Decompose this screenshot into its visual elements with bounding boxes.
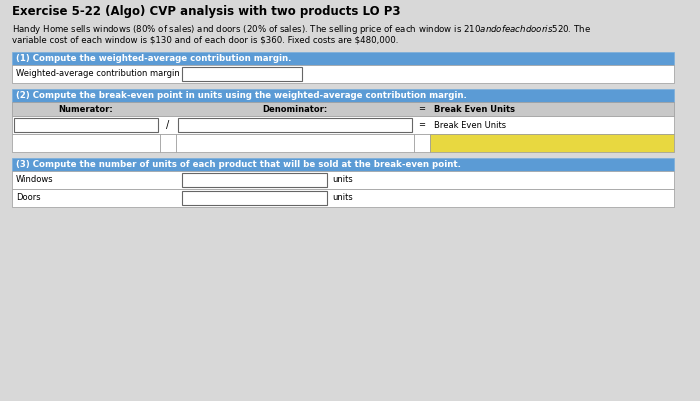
Text: Break Even Units: Break Even Units: [434, 105, 515, 113]
Bar: [182, 67, 302, 81]
Bar: [176, 134, 414, 152]
Bar: [182, 173, 327, 187]
Text: variable cost of each window is $130 and of each door is $360. Fixed costs are $: variable cost of each window is $130 and…: [12, 36, 398, 45]
Bar: [178, 118, 412, 132]
Text: =: =: [419, 105, 426, 113]
Bar: [12, 158, 674, 171]
Text: /: /: [167, 120, 169, 130]
Bar: [12, 134, 160, 152]
Text: =: =: [419, 120, 426, 130]
Text: Windows: Windows: [16, 176, 54, 184]
Bar: [12, 89, 674, 102]
Text: units: units: [332, 194, 353, 203]
Bar: [14, 118, 158, 132]
Text: Break Even Units: Break Even Units: [434, 120, 506, 130]
Text: (1) Compute the weighted-average contribution margin.: (1) Compute the weighted-average contrib…: [16, 54, 291, 63]
Bar: [12, 52, 674, 65]
Text: Denominator:: Denominator:: [262, 105, 328, 113]
Bar: [182, 191, 327, 205]
Bar: [414, 134, 430, 152]
Text: Doors: Doors: [16, 194, 41, 203]
Bar: [12, 189, 674, 207]
Bar: [12, 102, 674, 116]
Text: (3) Compute the number of units of each product that will be sold at the break-e: (3) Compute the number of units of each …: [16, 160, 461, 169]
Text: units: units: [332, 176, 353, 184]
Bar: [160, 134, 176, 152]
Bar: [12, 116, 674, 134]
Text: (2) Compute the break-even point in units using the weighted-average contributio: (2) Compute the break-even point in unit…: [16, 91, 467, 100]
Text: Numerator:: Numerator:: [59, 105, 113, 113]
Bar: [12, 65, 674, 83]
Bar: [12, 171, 674, 189]
Text: Handy Home sells windows (80% of sales) and doors (20% of sales). The selling pr: Handy Home sells windows (80% of sales) …: [12, 24, 591, 36]
Text: Exercise 5-22 (Algo) CVP analysis with two products LO P3: Exercise 5-22 (Algo) CVP analysis with t…: [12, 6, 400, 18]
Bar: [430, 134, 674, 152]
Text: Weighted-average contribution margin: Weighted-average contribution margin: [16, 69, 180, 79]
